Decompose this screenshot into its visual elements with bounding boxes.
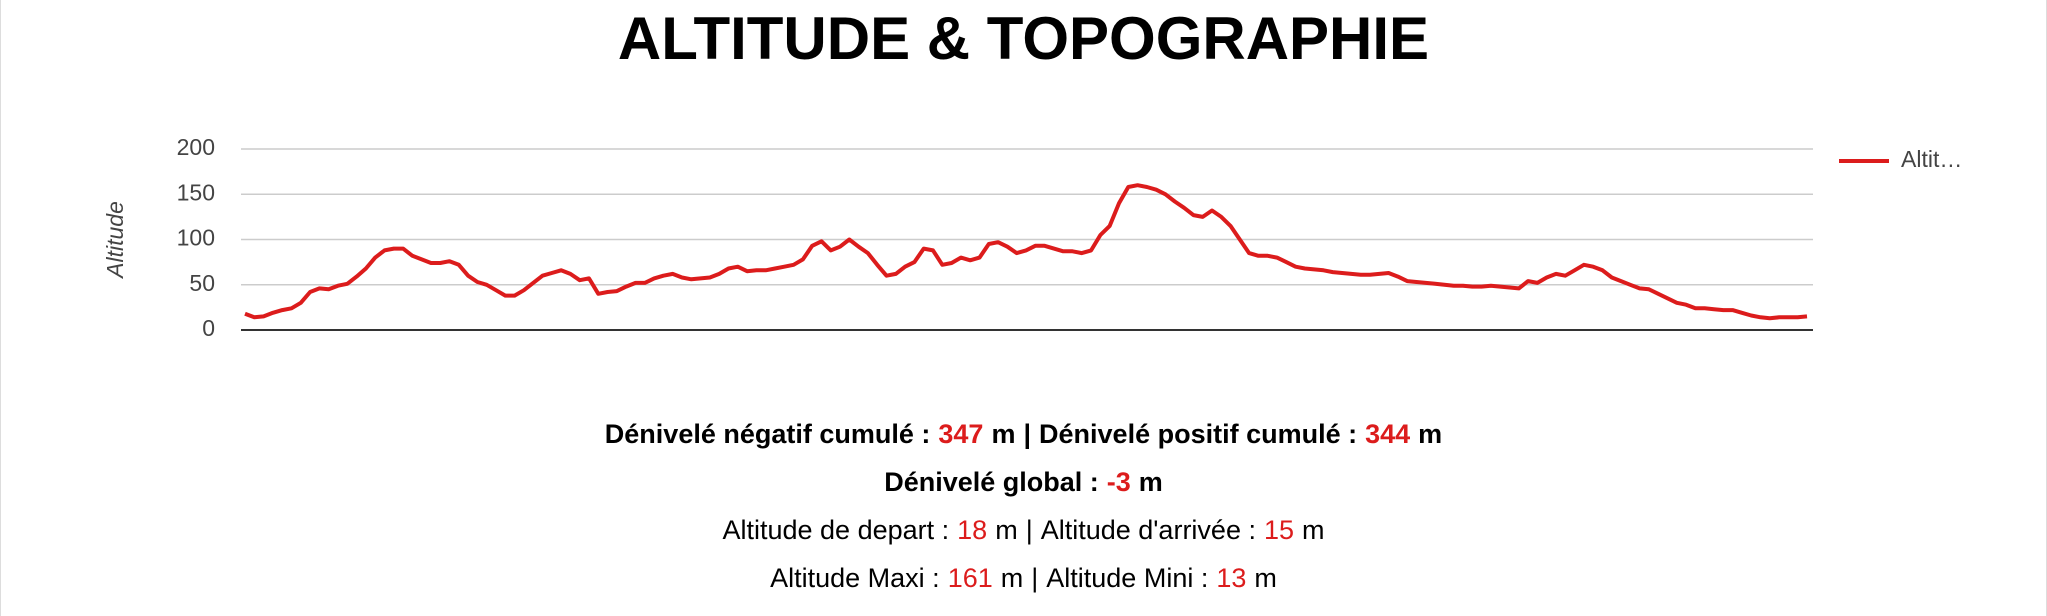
y-axis-label: Altitude xyxy=(102,201,128,280)
stat-label: Altitude Mini : xyxy=(1046,563,1209,593)
stat-unit: m xyxy=(1418,419,1443,449)
stat-label: Dénivelé positif cumulé : xyxy=(1039,419,1358,449)
chart: 0 50 100 150 200 Altitude Altit… xyxy=(102,134,1962,341)
stat-value: 347 xyxy=(938,419,984,449)
y-tick-label: 50 xyxy=(189,270,215,296)
stat-value: 13 xyxy=(1216,563,1247,593)
y-tick-label: 0 xyxy=(202,315,215,341)
stat-unit: m xyxy=(1000,563,1024,593)
stat-label: Altitude de depart : xyxy=(722,515,950,545)
summary-row: Dénivelé global : -3 m xyxy=(1,460,2046,508)
legend-label: Altit… xyxy=(1901,146,1962,172)
stat-label: Dénivelé global : xyxy=(884,467,1099,497)
stat-label: Altitude d'arrivée : xyxy=(1040,515,1256,545)
stat-label: Dénivelé négatif cumulé : xyxy=(604,419,931,449)
stat-value: 18 xyxy=(957,515,988,545)
stat-unit: m xyxy=(991,419,1016,449)
separator: | xyxy=(1025,515,1033,545)
stat-value: 15 xyxy=(1263,515,1295,545)
altitude-line xyxy=(244,183,1808,321)
stat-value: 161 xyxy=(947,563,993,593)
y-tick-label: 200 xyxy=(177,134,215,160)
stat-unit: m xyxy=(1138,467,1163,497)
y-tick-label: 100 xyxy=(177,225,215,251)
stat-label: Altitude Maxi : xyxy=(770,563,940,593)
summary-row: Dénivelé négatif cumulé :347 m | Dénivelé p… xyxy=(1,412,2046,460)
stat-unit: m xyxy=(995,515,1018,545)
y-tick-label: 150 xyxy=(177,179,215,205)
stat-value: -3 xyxy=(1106,467,1131,497)
separator: | xyxy=(1031,563,1039,593)
page-title: ALTITUDE & TOPOGRAPHIE xyxy=(617,5,1430,72)
summary-row: Altitude Maxi :161 m | Altitude Mini :13 m xyxy=(1,556,2046,604)
separator: | xyxy=(1023,419,1032,449)
stat-unit: m xyxy=(1254,563,1277,593)
stat-unit: m xyxy=(1302,515,1325,545)
summary: Dénivelé négatif cumulé :347 m | Dénivelé p… xyxy=(1,412,2046,604)
summary-row: Altitude de depart :18 m | Altitude d'arriv… xyxy=(1,508,2046,556)
stat-value: 344 xyxy=(1365,419,1411,449)
